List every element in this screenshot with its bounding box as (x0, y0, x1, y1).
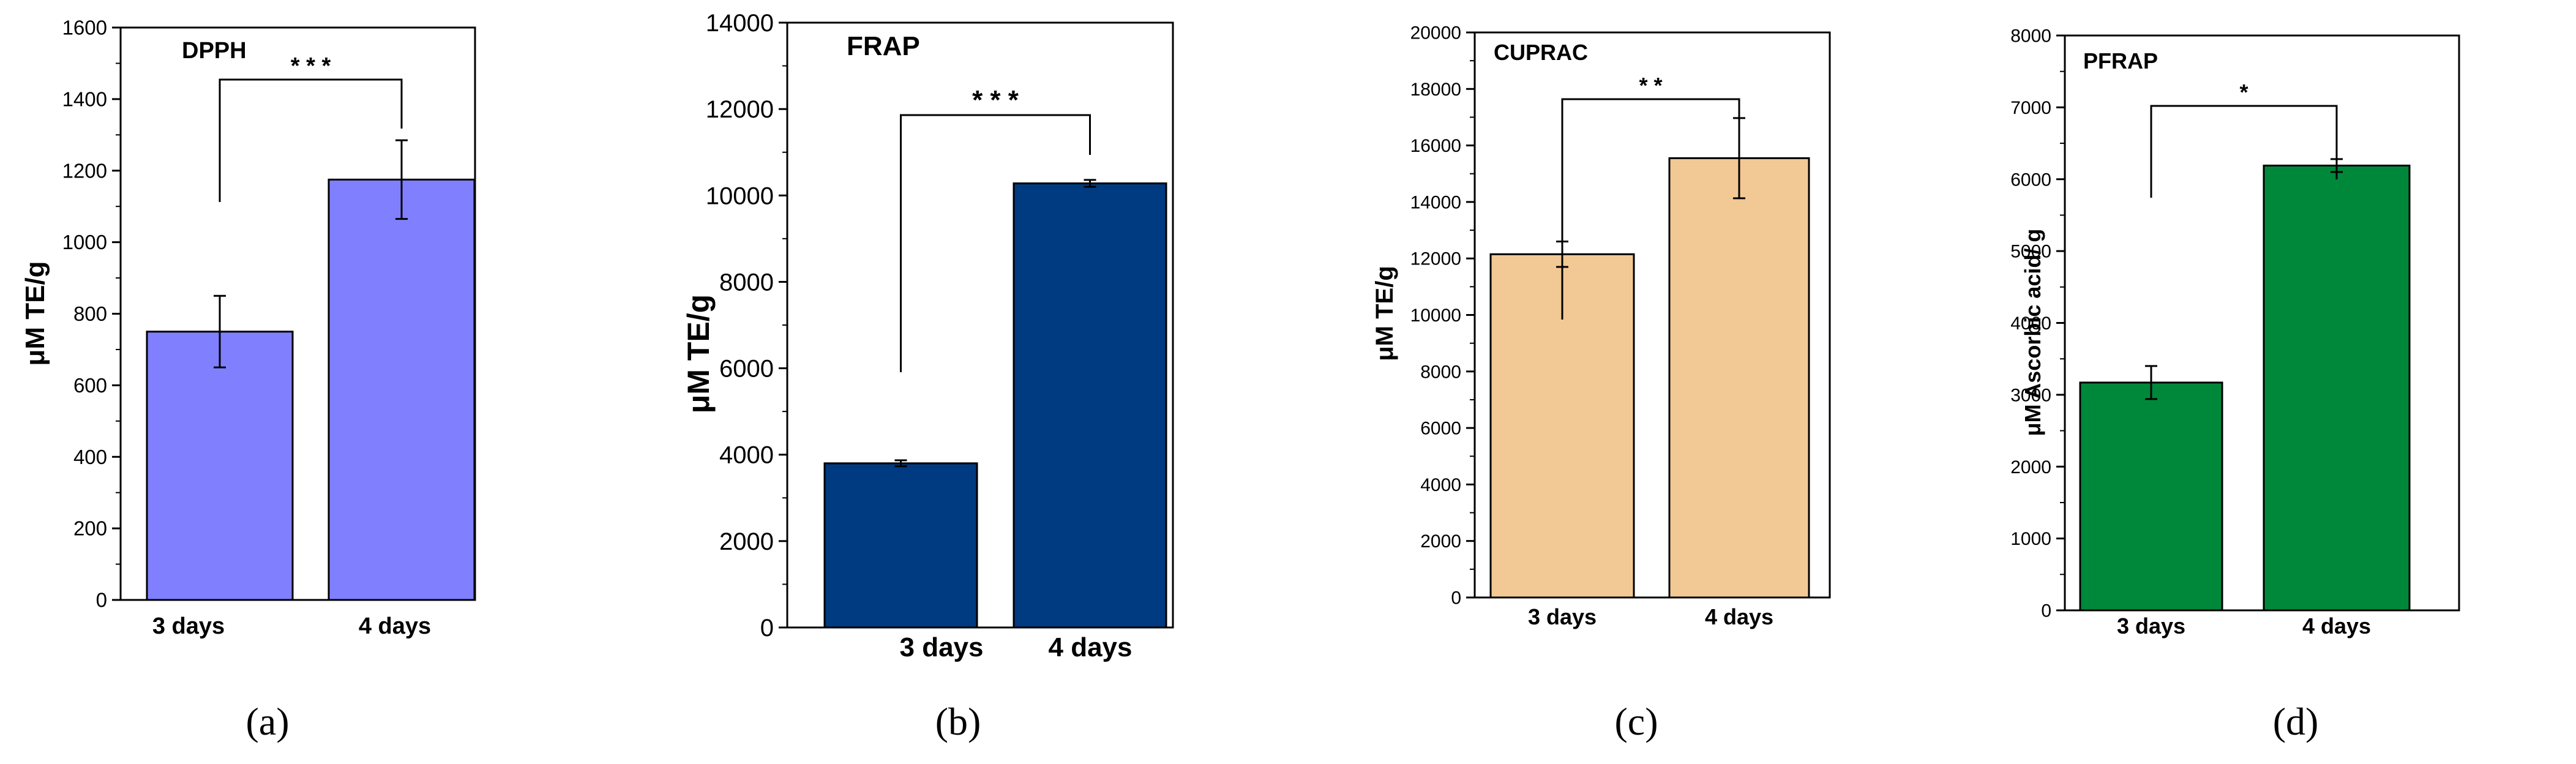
y-tick-label: 0 (1451, 588, 1461, 609)
y-tick-label: 16000 (1410, 136, 1461, 156)
bar (2263, 164, 2411, 612)
y-tick-label: 6000 (719, 356, 774, 383)
significance-label: * * (1639, 73, 1662, 98)
significance-label: * (2239, 80, 2248, 105)
panel-caption: (b) (935, 700, 981, 743)
category-label: 4 days (1705, 604, 1773, 629)
y-tick-label: 0 (760, 615, 774, 642)
category-label: 3 days (2117, 613, 2185, 639)
y-tick-label: 4000 (719, 442, 774, 469)
y-tick-label: 8000 (719, 269, 774, 296)
y-tick-label: 200 (73, 517, 107, 540)
y-tick-label: 1600 (62, 17, 107, 39)
significance-label: * * * (291, 53, 331, 79)
y-tick-label: 12000 (1410, 249, 1461, 269)
y-tick-label: 2000 (1420, 531, 1461, 552)
y-tick-label: 0 (96, 589, 107, 612)
y-tick-label: 3000 (2010, 385, 2051, 405)
y-tick-label: 400 (73, 446, 107, 468)
significance-label: * * * (972, 85, 1019, 115)
panel-caption: (d) (2273, 700, 2319, 743)
category-label: 4 days (2302, 613, 2371, 639)
category-label: 3 days (1528, 604, 1597, 629)
chart-panel-2: 0 2000 4000 6000 8000 10000 12000 14000 3 days 4 … (681, 10, 1174, 743)
y-tick-label: 1400 (62, 88, 107, 110)
y-tick-label: 14000 (706, 10, 774, 37)
y-axis-label: μM TE/g (20, 261, 50, 365)
y-tick-label: 8000 (2010, 26, 2051, 47)
y-tick-label: 12000 (706, 96, 774, 123)
bar (2079, 381, 2223, 612)
y-axis-label: μM Ascorbic acid/ g (2020, 229, 2045, 436)
y-tick-label: 14000 (1410, 192, 1461, 212)
bar (1013, 182, 1167, 629)
y-axis-label: μM TE/g (681, 294, 716, 413)
bar (146, 331, 294, 601)
significance-bracket (219, 78, 403, 202)
y-tick-label: 20000 (1410, 23, 1461, 43)
category-label: 4 days (1049, 632, 1133, 662)
panel-caption: (c) (1614, 700, 1658, 743)
chart-title: PFRAP (2083, 48, 2158, 73)
bar (1668, 157, 1810, 599)
category-label: 3 days (900, 632, 984, 662)
chart-title: DPPH (182, 38, 247, 64)
chart-panel-4: 0 1000 2000 3000 4000 5000 6000 7000 8000 3 days 4… (2010, 26, 2460, 743)
category-label: 3 days (152, 613, 225, 639)
y-tick-label: 10000 (1410, 305, 1461, 326)
panel-caption: (a) (245, 700, 289, 743)
y-tick-label: 8000 (1420, 362, 1461, 382)
chart-title: FRAP (847, 31, 920, 61)
y-tick-label: 800 (73, 302, 107, 325)
bar (823, 462, 978, 629)
y-tick-label: 10000 (706, 182, 774, 209)
y-tick-label: 1000 (2010, 529, 2051, 549)
y-axis-label: μM TE/g (1371, 266, 1398, 361)
bar (328, 178, 476, 601)
y-tick-label: 7000 (2010, 98, 2051, 118)
chart-panel-3: 0 2000 4000 6000 8000 10000 12000 14000 16000 180… (1371, 23, 1831, 743)
y-tick-label: 1000 (62, 231, 107, 253)
y-tick-label: 2000 (2010, 457, 2051, 478)
chart-panel-1: 0 200 400 600 800 1000 1200 1400 1600 3 days 4 day… (20, 17, 476, 743)
significance-bracket (1561, 98, 1740, 320)
y-tick-label: 4000 (1420, 475, 1461, 495)
significance-bracket (2150, 105, 2338, 198)
y-tick-label: 6000 (2010, 170, 2051, 190)
y-tick-label: 5000 (2010, 242, 2051, 262)
y-tick-label: 4000 (2010, 313, 2051, 334)
significance-bracket (900, 114, 1091, 372)
y-tick-label: 0 (2041, 601, 2051, 621)
y-tick-label: 2000 (719, 528, 774, 555)
y-tick-label: 18000 (1410, 80, 1461, 100)
y-tick-label: 600 (73, 374, 107, 397)
y-tick-label: 6000 (1420, 419, 1461, 439)
y-tick-label: 1200 (62, 159, 107, 182)
chart-title: CUPRAC (1494, 40, 1588, 65)
category-label: 4 days (359, 613, 431, 639)
